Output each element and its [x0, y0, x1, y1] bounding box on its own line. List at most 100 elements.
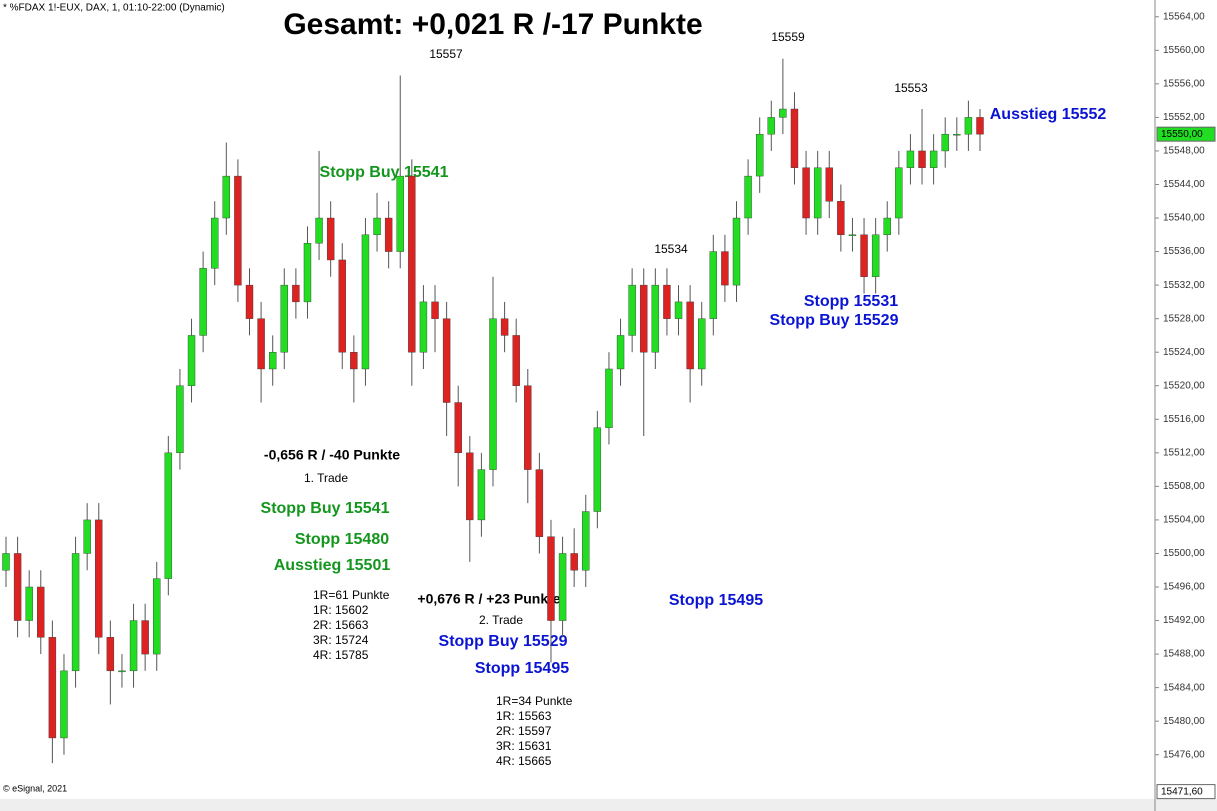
- candle-body: [384, 217, 393, 252]
- candle-body: [895, 167, 903, 219]
- candle-body: [141, 620, 149, 655]
- candle-body: [326, 217, 335, 261]
- candle-body: [2, 553, 10, 571]
- annotation: 4R: 15665: [496, 754, 552, 768]
- candle-body: [593, 427, 602, 512]
- candle-body: [813, 167, 822, 219]
- y-tick-label: 15508,00: [1163, 481, 1205, 492]
- annotation: 3R: 15724: [313, 633, 369, 647]
- annotation: Stopp 15495: [669, 592, 763, 609]
- candle-body: [953, 133, 961, 136]
- annotation: Ausstieg 15552: [990, 106, 1107, 123]
- candle-body: [338, 259, 346, 353]
- candle-body: [524, 385, 532, 470]
- candle-body: [396, 175, 404, 252]
- annotation: 2. Trade: [479, 613, 523, 627]
- candle-body: [361, 234, 370, 370]
- candle-body: [280, 284, 288, 353]
- candle-body: [605, 368, 613, 428]
- candle-body: [535, 469, 544, 537]
- candle-body: [848, 234, 857, 237]
- candle-body: [431, 301, 439, 319]
- candle-body: [222, 175, 231, 219]
- candle-body: [176, 385, 184, 454]
- candle-body: [663, 284, 671, 319]
- y-tick-label: 15492,00: [1163, 615, 1205, 626]
- candle-body: [153, 578, 161, 655]
- y-tick-label: 15524,00: [1163, 347, 1205, 358]
- candle-body: [234, 175, 242, 286]
- candle-body: [906, 150, 915, 168]
- candle-body: [48, 637, 57, 739]
- y-tick-label: 15476,00: [1163, 749, 1205, 760]
- candle-body: [721, 251, 729, 286]
- candle-body: [570, 553, 578, 571]
- annotation: 4R: 15785: [313, 648, 369, 662]
- annotation: 2R: 15663: [313, 618, 369, 632]
- annotation: 1R=34 Punkte: [496, 694, 573, 708]
- y-tick-label: 15520,00: [1163, 380, 1205, 391]
- annotation: 1R: 15602: [313, 603, 369, 617]
- y-tick-label: 15528,00: [1163, 313, 1205, 324]
- y-tick-label: 15484,00: [1163, 682, 1205, 693]
- annotation: Stopp Buy 15529: [770, 312, 899, 329]
- bottom-marker: [1156, 784, 1216, 800]
- candle-body: [60, 670, 68, 739]
- candle-body: [837, 201, 845, 236]
- candle-body: [779, 108, 787, 118]
- candle-body: [350, 352, 358, 370]
- candle-body: [651, 284, 660, 353]
- y-tick-label: 15516,00: [1163, 414, 1205, 425]
- candle-body: [454, 402, 462, 454]
- candle-body: [477, 469, 486, 521]
- footer: © eSignal, 2021: [3, 783, 67, 793]
- y-tick-label: 15552,00: [1163, 112, 1205, 123]
- last-price: [1156, 126, 1216, 142]
- annotation: 1R=61 Punkte: [313, 588, 390, 602]
- chart-title: Gesamt: +0,021 R /-17 Punkte: [283, 8, 702, 41]
- annotation: Ausstieg 15501: [274, 557, 391, 574]
- candle-body: [825, 167, 833, 202]
- candle-body: [744, 175, 752, 219]
- candle-body: [268, 352, 277, 370]
- annotation: 15534: [654, 242, 688, 256]
- candle-body: [558, 553, 567, 621]
- candle-body: [686, 301, 694, 370]
- y-tick-label: 15564,00: [1163, 11, 1205, 22]
- candle-body: [466, 452, 474, 521]
- candle-body: [129, 620, 138, 672]
- candle-body: [442, 318, 451, 403]
- candle-body: [732, 217, 741, 286]
- annotation: Stopp 15495: [475, 660, 569, 677]
- y-tick-label: 15556,00: [1163, 78, 1205, 89]
- candle-body: [802, 167, 810, 219]
- candle-body: [883, 217, 891, 236]
- candle-body: [164, 452, 173, 579]
- candle-body: [582, 511, 590, 571]
- annotation: 2R: 15597: [496, 724, 552, 738]
- candle-body: [628, 284, 636, 336]
- y-tick-label: 15532,00: [1163, 280, 1205, 291]
- y-tick-label: 15504,00: [1163, 515, 1205, 526]
- y-tick-label: 15548,00: [1163, 146, 1205, 157]
- candle-body: [13, 553, 22, 621]
- annotation: 15559: [771, 30, 805, 44]
- candle-body: [640, 284, 648, 353]
- candle-body: [118, 670, 126, 673]
- annotation: Stopp Buy 15541: [261, 500, 390, 517]
- candle-body: [408, 175, 416, 353]
- candle-body: [871, 234, 880, 277]
- candle-body: [211, 217, 219, 269]
- candle-body: [25, 586, 33, 621]
- annotation: Stopp Buy 15541: [320, 164, 449, 181]
- candle-body: [257, 318, 265, 370]
- y-tick-label: 15536,00: [1163, 246, 1205, 257]
- candle-body: [106, 637, 115, 672]
- y-tick-label: 15480,00: [1163, 716, 1205, 727]
- candle-body: [941, 133, 949, 152]
- candle-body: [245, 284, 254, 319]
- annotation: -0,656 R / -40 Punkte: [264, 447, 400, 463]
- y-tick-label: 15496,00: [1163, 582, 1205, 593]
- candle-body: [187, 335, 196, 386]
